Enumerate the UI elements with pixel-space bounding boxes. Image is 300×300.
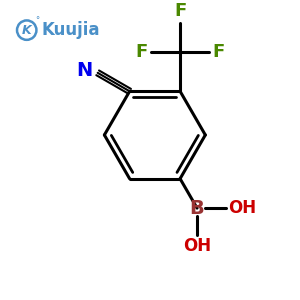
Text: N: N bbox=[76, 61, 93, 80]
Text: F: F bbox=[174, 2, 186, 20]
Text: F: F bbox=[212, 44, 224, 62]
Text: OH: OH bbox=[183, 237, 211, 255]
Text: Kuujia: Kuujia bbox=[41, 21, 100, 39]
Text: B: B bbox=[190, 199, 205, 218]
Text: OH: OH bbox=[228, 199, 256, 217]
Text: K: K bbox=[22, 24, 32, 37]
Text: F: F bbox=[136, 44, 148, 62]
Text: °: ° bbox=[35, 16, 40, 25]
